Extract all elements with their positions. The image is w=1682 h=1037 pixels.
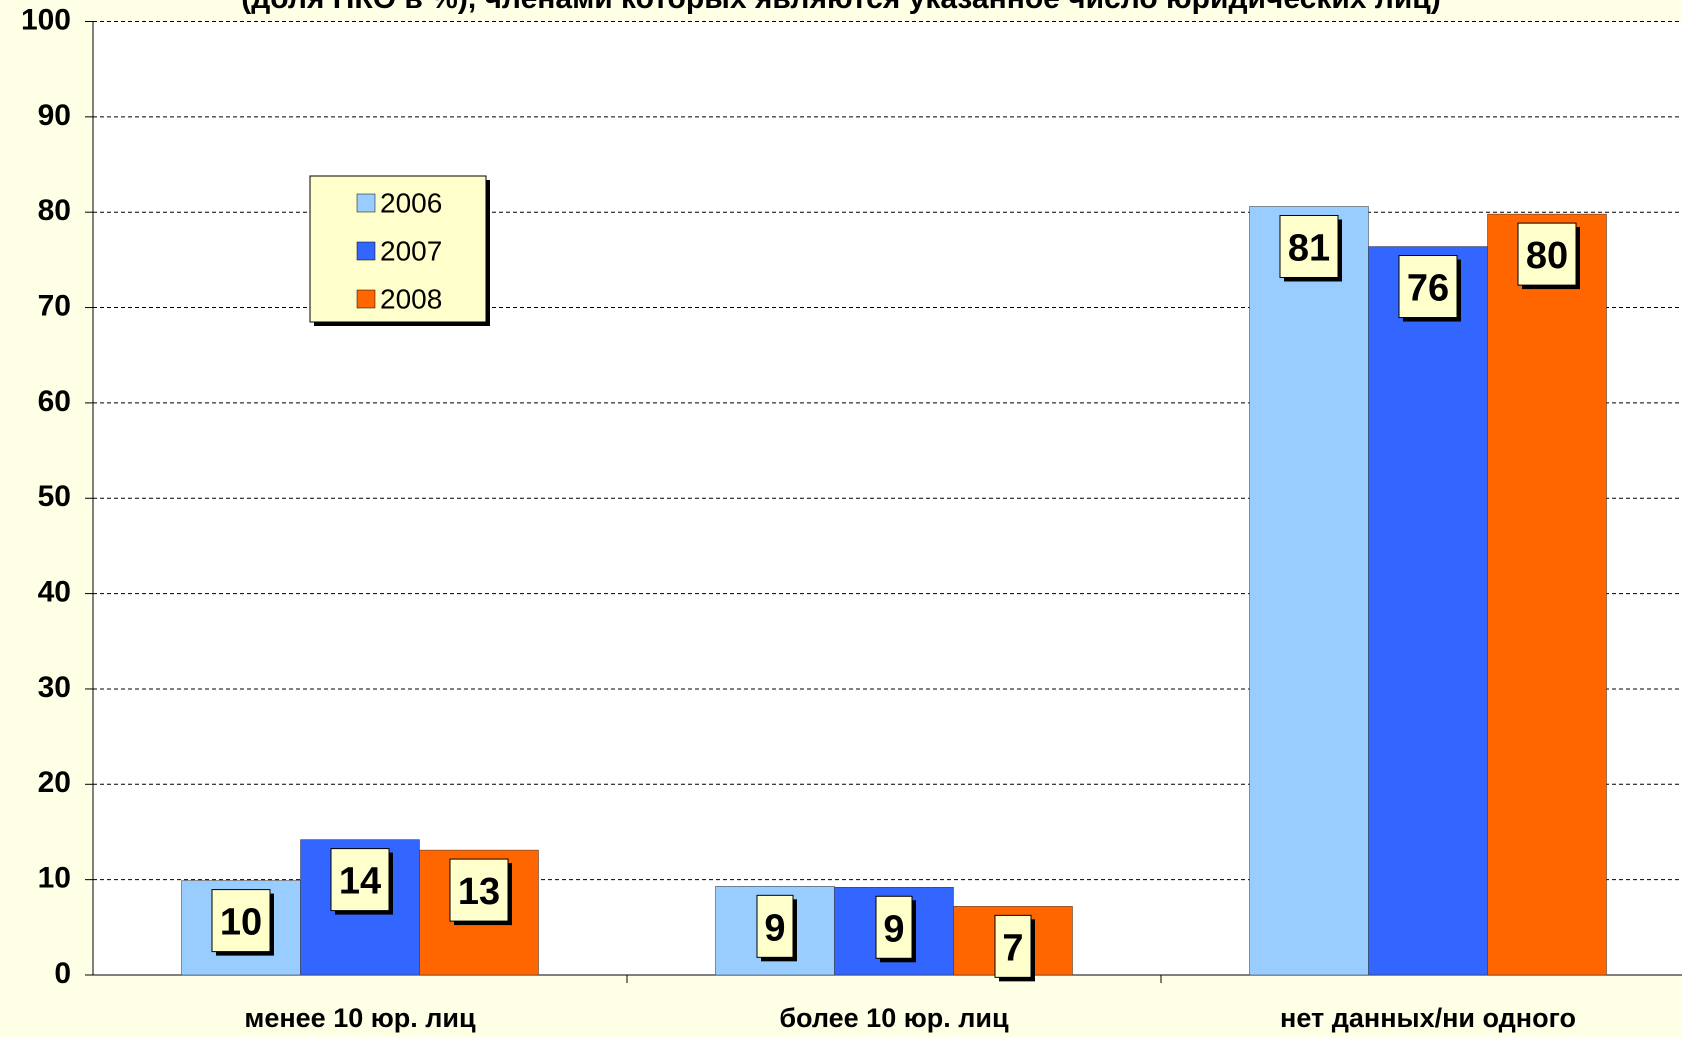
y-tick-label: 10: [38, 862, 71, 895]
legend-label: 2007: [380, 235, 442, 266]
data-label-text: 76: [1407, 268, 1449, 310]
data-label: 10: [211, 889, 274, 956]
legend-swatch: [356, 193, 376, 213]
bar: [1487, 213, 1607, 976]
data-label: 7: [994, 914, 1035, 982]
data-label-box: [1398, 255, 1458, 319]
legend-label: 2008: [380, 283, 442, 314]
y-tick-label: 0: [54, 957, 71, 990]
y-tick-label: 40: [38, 576, 71, 609]
data-label-text: 13: [458, 871, 500, 913]
legend-swatch: [356, 241, 376, 261]
data-label-box: [211, 889, 271, 953]
data-label-box: [875, 895, 913, 959]
x-tick-label: более 10 юр. лиц: [779, 1003, 1009, 1033]
data-label-box: [994, 914, 1032, 978]
x-tick-label: менее 10 юр. лиц: [244, 1003, 476, 1033]
y-tick-label: 60: [38, 385, 71, 418]
data-label-box: [330, 848, 390, 912]
data-label-box: [449, 858, 509, 922]
y-tick-label: 20: [38, 766, 71, 799]
data-label-text: 9: [764, 907, 785, 949]
data-label: 14: [330, 848, 393, 915]
data-label: 80: [1517, 222, 1580, 290]
legend: [309, 175, 487, 323]
bar: [1368, 246, 1488, 976]
legend-label: 2006: [380, 187, 442, 218]
legend-swatch: [356, 289, 376, 309]
data-label: 9: [756, 894, 797, 962]
data-label: 81: [1279, 214, 1342, 282]
y-tick-label: 50: [38, 480, 71, 513]
data-label: 9: [875, 895, 916, 963]
y-tick-label: 70: [38, 289, 71, 322]
bar: [1249, 206, 1369, 976]
data-label: 76: [1398, 255, 1461, 322]
data-label-text: 7: [1002, 927, 1023, 969]
data-label-text: 10: [220, 902, 262, 944]
chart-title: (доля НКО в %), членами которых являются…: [241, 0, 1440, 15]
y-tick-label: 90: [38, 99, 71, 132]
data-label-text: 14: [339, 861, 381, 903]
y-tick-label: 30: [38, 671, 71, 704]
y-tick-label: 100: [21, 3, 71, 36]
data-label-text: 81: [1288, 228, 1330, 270]
x-tick-label: нет данных/ни одного: [1280, 1003, 1576, 1033]
data-label-box: [756, 894, 794, 958]
data-label-text: 80: [1526, 235, 1568, 277]
data-label-text: 9: [883, 908, 904, 950]
data-label: 13: [449, 858, 512, 926]
y-tick-label: 80: [38, 194, 71, 227]
data-label-box: [1279, 214, 1339, 278]
data-label-box: [1517, 222, 1577, 286]
